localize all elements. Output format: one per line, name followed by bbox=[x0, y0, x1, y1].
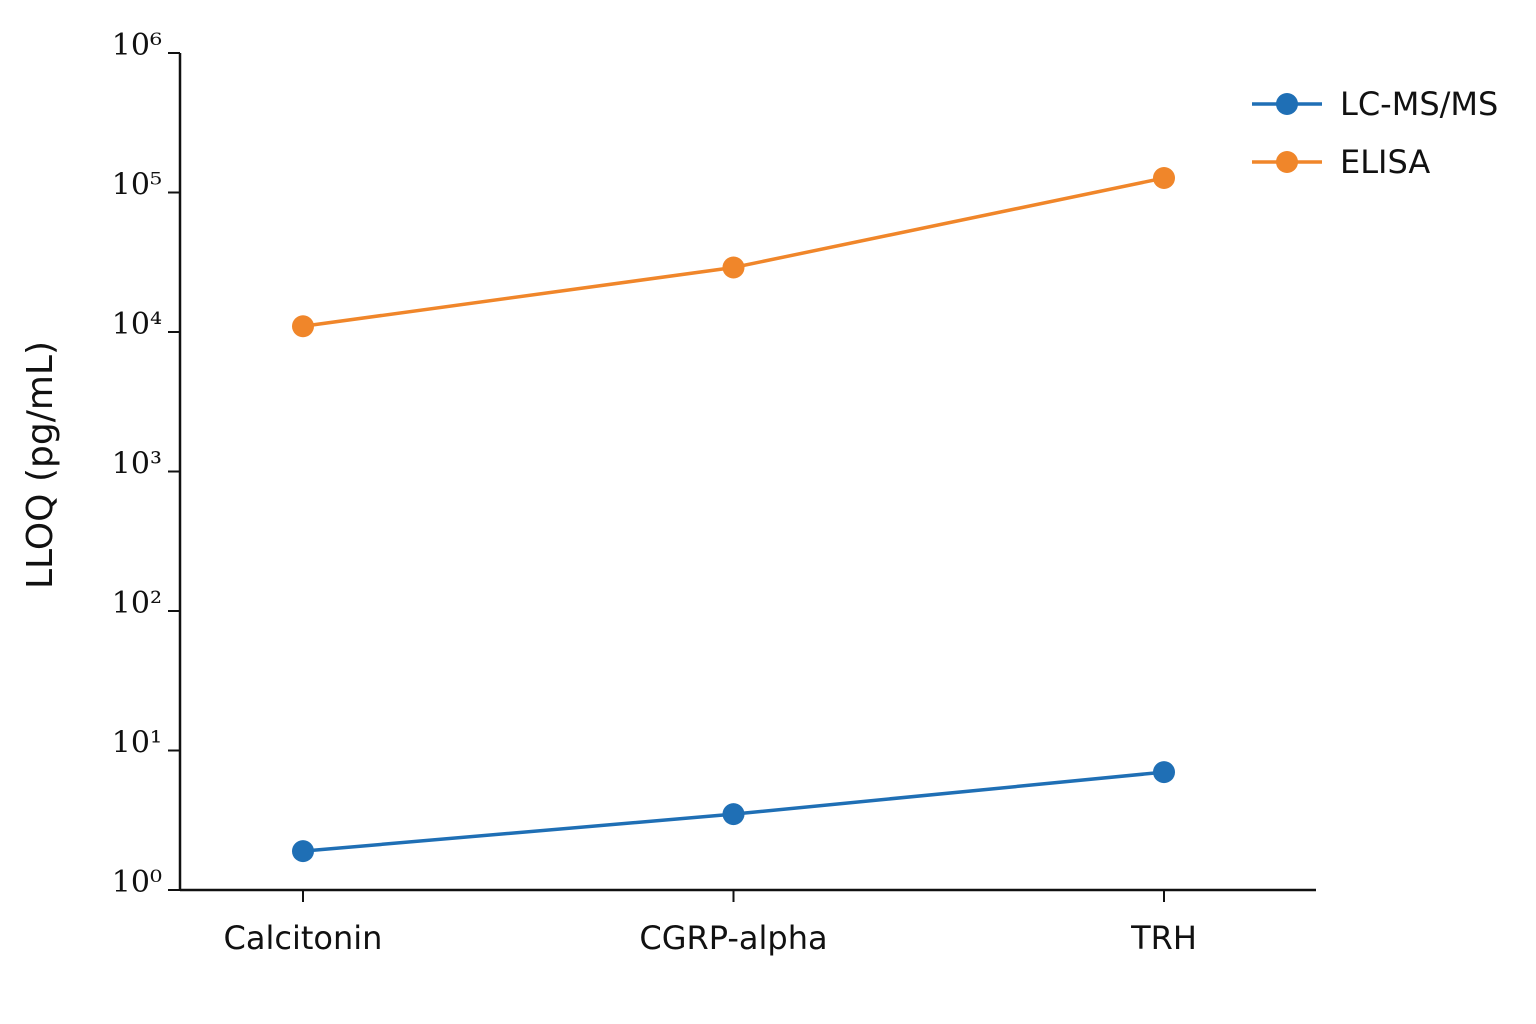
y-axis-label: LLOQ (pg/mL) bbox=[20, 341, 61, 589]
y-tick-label: 10³ bbox=[112, 447, 162, 482]
y-tick-label: 10⁰ bbox=[112, 865, 162, 900]
x-tick-label: CGRP-alpha bbox=[639, 919, 827, 957]
point bbox=[292, 840, 314, 863]
point bbox=[722, 256, 745, 279]
y-tick-label: 10¹ bbox=[112, 726, 162, 761]
y-tick-label: 10⁵ bbox=[112, 168, 162, 203]
point bbox=[1153, 761, 1175, 784]
series-line bbox=[302, 176, 1165, 328]
x-tick-label: TRH bbox=[1130, 919, 1197, 957]
y-tick-label: 10⁶ bbox=[112, 28, 162, 63]
legend-label: ELISA bbox=[1340, 143, 1430, 181]
point bbox=[1153, 167, 1175, 190]
y-tick-label: 10² bbox=[112, 586, 162, 621]
point bbox=[292, 315, 314, 338]
x-tick-label: Calcitonin bbox=[224, 919, 383, 957]
point bbox=[722, 803, 745, 826]
y-tick-label: 10⁴ bbox=[112, 307, 162, 342]
legend-marker bbox=[1276, 151, 1298, 173]
legend-marker bbox=[1276, 93, 1298, 115]
legend-label: LC-MS/MS bbox=[1340, 85, 1498, 123]
